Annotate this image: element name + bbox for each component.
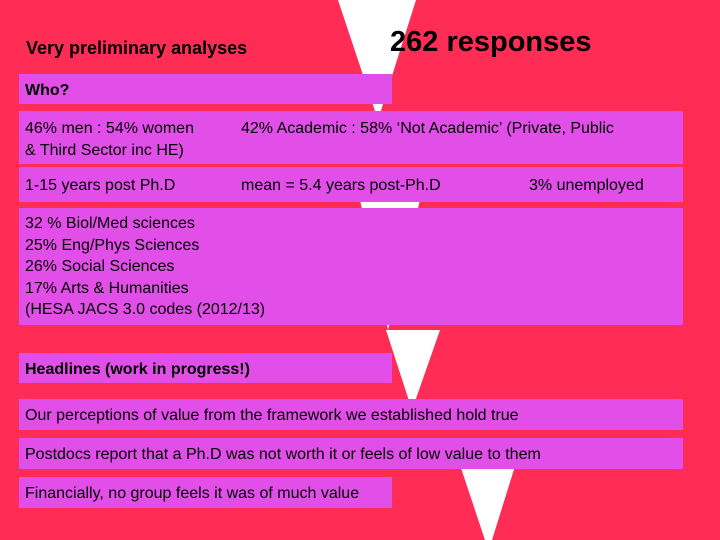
headline-item: Our perceptions of value from the framew… — [19, 399, 683, 430]
career-row: 1-15 years post Ph.D mean = 5.4 years po… — [19, 167, 683, 202]
discipline-item: 26% Social Sciences — [25, 258, 175, 276]
discipline-item: 17% Arts & Humanities — [25, 279, 189, 297]
discipline-item: 25% Eng/Phys Sciences — [25, 236, 200, 254]
gender-line-1: 46% men : 54% women — [25, 120, 194, 137]
discipline-breakdown: 32 % Biol/Med sciences 25% Eng/Phys Scie… — [19, 208, 683, 325]
slide-title: 262 responses — [390, 26, 592, 58]
headlines-heading: Headlines (work in progress!) — [19, 353, 392, 383]
mean-years: mean = 5.4 years post-Ph.D — [241, 177, 441, 194]
headline-item: Financially, no group feels it was of mu… — [19, 477, 392, 508]
gender-split: 46% men : 54% women & Third Sector inc H… — [25, 118, 194, 161]
gender-line-2: & Third Sector inc HE) — [25, 141, 184, 159]
slide-subtitle: Very preliminary analyses — [26, 38, 248, 58]
headline-item: Postdocs report that a Ph.D was not wort… — [19, 438, 683, 469]
discipline-source-note: (HESA JACS 3.0 codes (2012/13) — [25, 301, 266, 319]
years-range: 1-15 years post Ph.D — [25, 177, 176, 194]
demographics-row: 46% men : 54% women & Third Sector inc H… — [19, 111, 683, 164]
discipline-item: 32 % Biol/Med sciences — [25, 215, 195, 232]
academic-split: 42% Academic : 58% ‘Not Academic’ (Priva… — [241, 120, 614, 137]
who-heading: Who? — [19, 74, 392, 104]
unemployed-rate: 3% unemployed — [529, 177, 644, 194]
